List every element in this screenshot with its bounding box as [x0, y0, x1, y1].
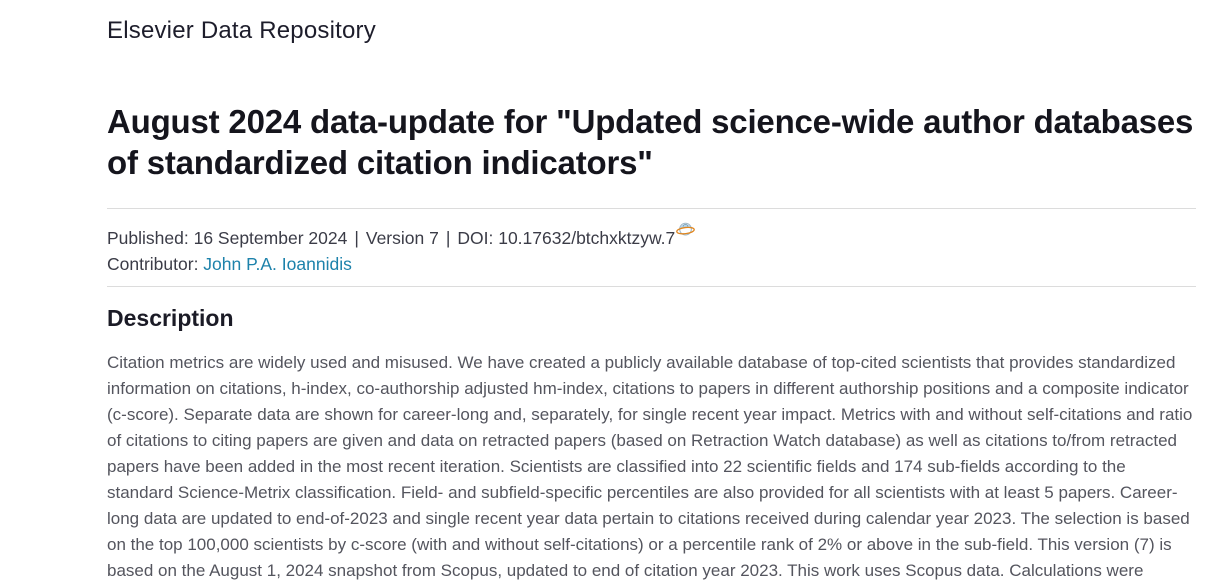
- dataset-meta-row: Published: 16 September 2024 | Version 7 | D…: [107, 222, 1196, 251]
- version-label: Version 7: [365, 228, 439, 248]
- contributor-row: Contributor: John P.A. Ioannidis: [107, 251, 1196, 277]
- divider-bottom: [107, 286, 1196, 287]
- site-logo-text[interactable]: Elsevier Data Repository: [107, 17, 376, 44]
- globe-orbit-icon[interactable]: [676, 219, 696, 245]
- main-content: Elsevier Data Repository August 2024 dat…: [107, 0, 1196, 582]
- description-text: Citation metrics are widely used and mis…: [107, 353, 1193, 580]
- meta-separator: |: [354, 228, 359, 248]
- published-date: Published: 16 September 2024: [107, 228, 348, 248]
- divider-top: [107, 208, 1196, 209]
- dataset-title: August 2024 data-update for "Updated sci…: [107, 103, 1194, 181]
- contributor-link[interactable]: John P.A. Ioannidis: [203, 254, 352, 274]
- doi-value: DOI: 10.17632/btchxktzyw.7: [457, 228, 676, 248]
- meta-separator: |: [445, 228, 451, 248]
- contributor-label: Contributor:: [107, 254, 204, 274]
- description-heading: Description: [107, 305, 234, 331]
